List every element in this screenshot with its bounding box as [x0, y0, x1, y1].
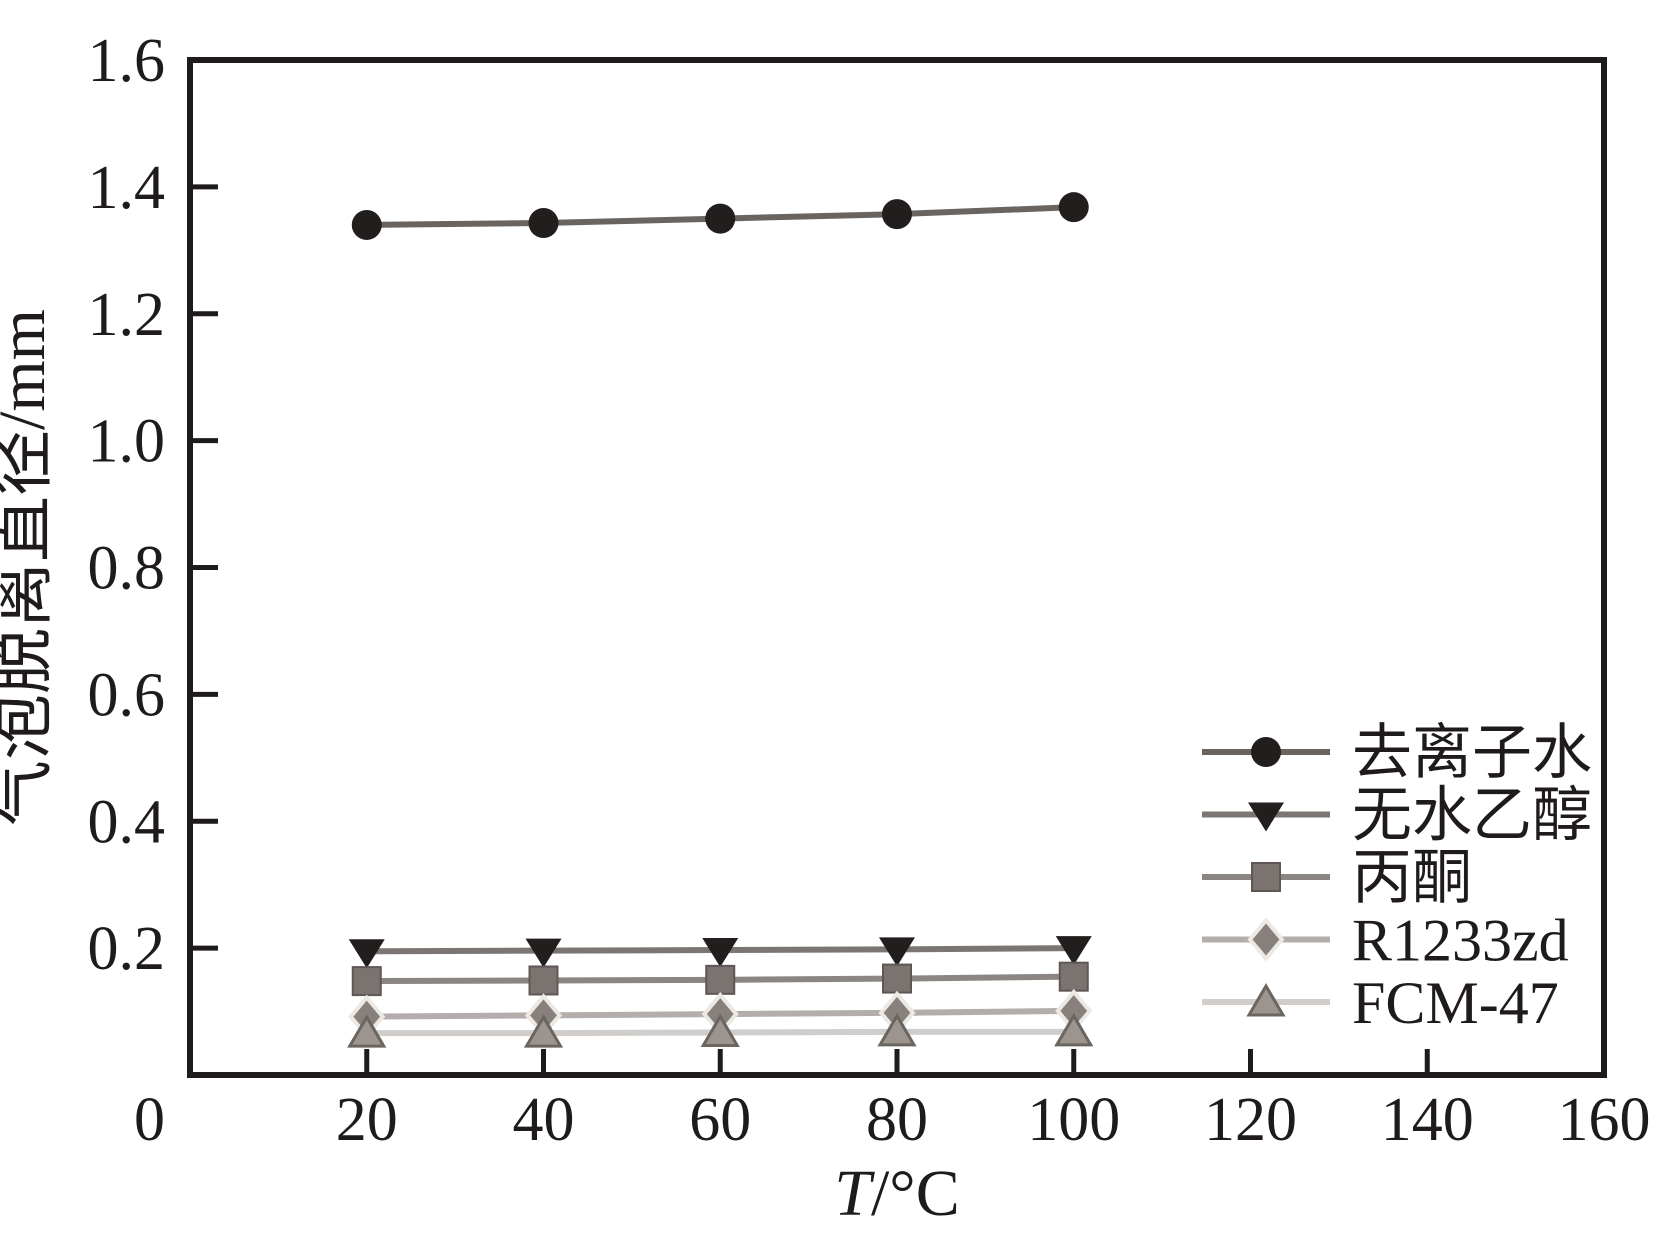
triangle-down-marker-point — [525, 938, 562, 968]
legend-label-2: 丙酮 — [1352, 845, 1472, 911]
circle-marker-point — [882, 199, 912, 230]
triangle-up-marker-point — [1054, 1012, 1094, 1047]
y-tick-label: 1.4 — [88, 154, 166, 222]
triangle-down-marker-point — [702, 938, 739, 968]
triangle-down-marker-point — [879, 937, 915, 967]
diamond-marker-legend — [1247, 917, 1285, 962]
y-tick-label: 1.0 — [88, 408, 166, 476]
triangle-up-marker-point — [523, 1014, 564, 1048]
triangle-up-marker-legend — [1246, 983, 1286, 1017]
y-tick-label: 1.6 — [88, 27, 166, 95]
plot-frame — [187, 57, 1607, 1078]
x-tick-label: 100 — [1027, 1086, 1120, 1154]
legend-label-3: R1233zd — [1352, 908, 1569, 974]
square-marker-point — [528, 965, 559, 996]
triangle-down-marker-point — [1055, 936, 1092, 966]
triangle-down-marker-point — [348, 939, 385, 969]
y-tick-label: 0.6 — [88, 661, 166, 729]
triangle-down-marker-legend — [1248, 802, 1284, 832]
y-tick-label: 0.2 — [88, 915, 166, 983]
circle-marker-point — [351, 209, 382, 240]
x-tick-label: 140 — [1381, 1086, 1474, 1154]
x-tick-label: 80 — [866, 1086, 928, 1154]
y-tick-label: 0.4 — [88, 788, 166, 856]
square-marker-point — [705, 964, 736, 995]
circle-marker-point — [528, 208, 559, 239]
x-tick-label: 20 — [336, 1086, 398, 1154]
triangle-up-marker-point — [877, 1012, 917, 1047]
square-marker-legend — [1251, 862, 1281, 892]
y-tick-label: 0.8 — [88, 535, 166, 603]
triangle-up-marker-point — [347, 1014, 387, 1048]
legend-label-1: 无水乙醇 — [1352, 783, 1592, 849]
circle-marker-point — [705, 203, 736, 234]
y-tick-label: 1.2 — [88, 281, 166, 349]
square-marker-point — [882, 963, 912, 994]
triangle-up-marker-point — [700, 1013, 740, 1047]
x-tick-label: 160 — [1558, 1086, 1651, 1154]
x-tick-label: 40 — [513, 1086, 575, 1154]
circle-marker-point — [1058, 192, 1089, 223]
x-tick-label: 60 — [689, 1086, 751, 1154]
legend-label-4: FCM-47 — [1352, 970, 1559, 1036]
square-marker-point — [1058, 961, 1089, 992]
circle-marker-legend — [1251, 737, 1281, 767]
square-marker-point — [351, 966, 382, 997]
x-axis-title: T/°C — [834, 1157, 959, 1230]
origin-tick-label: 0 — [134, 1086, 165, 1154]
x-tick-label: 120 — [1204, 1086, 1297, 1154]
y-axis-title: 气泡脱离直径/mm — [0, 309, 59, 826]
legend-label-0: 去离子水 — [1352, 720, 1592, 786]
